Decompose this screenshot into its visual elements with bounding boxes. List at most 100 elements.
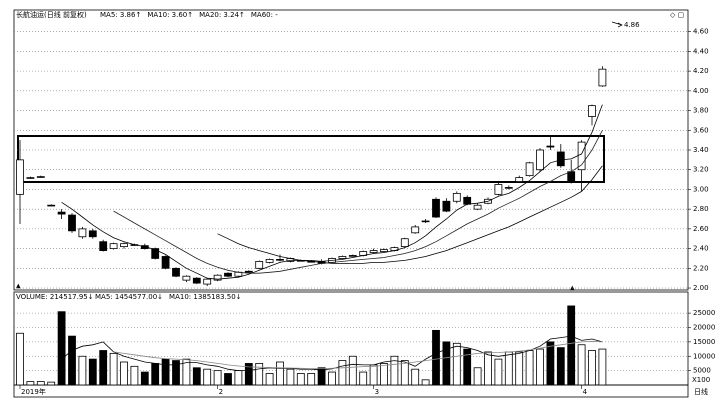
volume-bar [255,363,264,386]
volume-bar [432,329,440,386]
volume-bar [338,360,347,386]
y-tick-label: 25000 [693,309,715,317]
volume-bar [224,373,232,386]
volume-bar [161,358,170,386]
volume-bar [484,351,492,386]
volume-bar [411,368,420,386]
ma-line [61,104,603,280]
y-tick-label: 2.20 [693,264,709,272]
volume-unit: X100 [692,376,710,384]
volume-bar [369,364,378,386]
ma-line [217,165,603,264]
volume-bar [328,371,336,386]
candle-body [203,278,212,285]
volume-bar [442,341,451,386]
candle-body [588,105,596,117]
candle-body [411,226,420,234]
volume-bar [57,311,66,386]
volume-bar [536,348,544,386]
candle-body [567,171,576,182]
candle-body [68,214,76,232]
candle-body [463,196,472,205]
candle-body [151,248,160,259]
volume-bar [390,355,399,386]
legend-entry: MA10: 1385183.50↓ [169,293,242,301]
volume-bar [525,350,534,386]
drawn-box [17,135,605,183]
volume-bar [109,352,118,386]
legend-entry: MA60: - [251,11,278,19]
x-tick-label: 4 [583,388,588,396]
volume-bar [380,363,388,386]
candle-body [16,159,24,195]
volume-bar [494,358,503,386]
volume-bar [286,368,295,386]
volume-bar [556,347,565,386]
candle-body [598,68,607,87]
volume-bar [265,373,274,386]
volume-bar [99,350,108,386]
volume-bar [78,355,87,386]
candle-body [504,187,513,189]
y-tick-label: 3.80 [693,107,709,115]
volume-bar [473,367,482,386]
candle-body [515,177,524,182]
volume-bar [296,373,305,386]
candle-body [546,145,555,148]
price-annotation: 4.86 [624,21,640,29]
period-label: 日线 [694,387,708,396]
candle-body [224,272,232,277]
y-tick-label: 15000 [693,338,715,346]
volume-bar [130,365,139,386]
volume-bar [140,371,149,386]
y-tick-label: 3.00 [693,185,709,193]
legend-entry: MA5: 1454577.00↓ [95,293,163,301]
volume-bar [172,360,180,386]
y-tick-label: 3.40 [693,146,709,154]
volume-bar [400,360,409,386]
candle-body [192,277,201,284]
candle-body [213,274,222,281]
candle-body [161,256,170,269]
candle-body [421,220,430,223]
candle-body [88,230,97,238]
candle-body [120,243,128,248]
candle-body [265,259,274,263]
annotation-arrow [611,21,623,28]
candle-body [432,198,440,218]
volume-bar [504,351,513,386]
volume-bar [276,361,284,386]
volume-bar [421,379,430,386]
ma-line [61,335,603,371]
y-tick-label: 3.60 [693,126,709,134]
y-tick-label: 4.00 [693,87,709,95]
x-tick-label: 2 [219,388,223,396]
candle-body [78,228,87,238]
volume-bar [567,305,576,386]
y-tick-label: 20000 [693,324,715,332]
candle-body [348,255,357,257]
candle-body [452,192,461,202]
volume-bar [88,358,97,386]
candle-body [536,149,544,171]
volume-bar [546,341,555,386]
x-tick-label: 3 [375,388,379,396]
icons[interactable]: ◇ ▢ [670,11,684,19]
candle-body [442,200,451,212]
volume-bar [47,381,56,386]
candle-body [400,238,409,248]
volume-bar [234,370,243,386]
candle-body [494,184,503,195]
y-tick-label: 10000 [693,352,715,360]
volume-title: VOLUME: 214517.95↓ [16,293,94,301]
ma-line [113,340,603,369]
y-tick-label: 2.00 [693,284,709,292]
candle-body [244,270,253,273]
volume-bar [588,350,596,386]
candle-body [36,176,45,178]
volume-bar [192,367,201,386]
candle-body [556,151,565,167]
candle-body [182,275,191,281]
volume-bar [213,370,222,386]
